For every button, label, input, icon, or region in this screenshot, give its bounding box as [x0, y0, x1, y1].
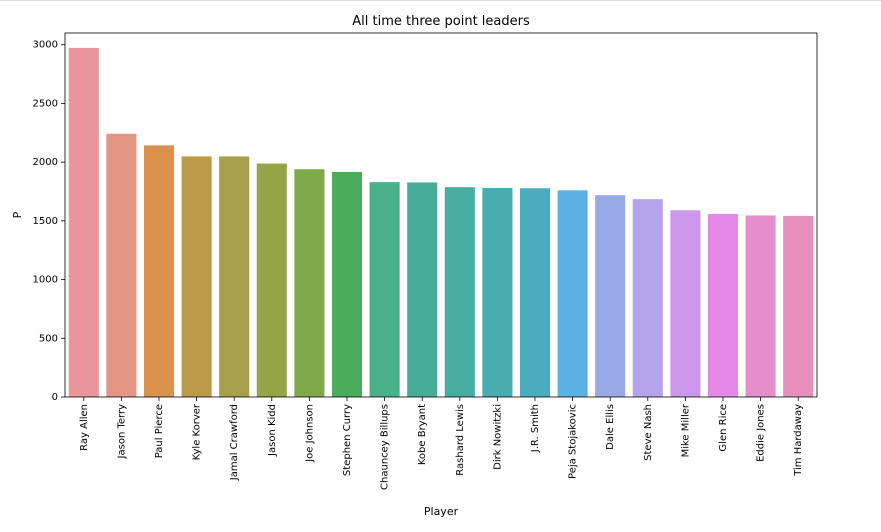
chart-title: All time three point leaders: [352, 14, 530, 29]
bar: [369, 182, 400, 397]
x-tick-label: Peja Stojakovic: [568, 404, 579, 479]
x-tick-label: Dale Ellis: [605, 404, 616, 450]
y-tick-label: 1000: [33, 275, 58, 286]
bar: [557, 190, 588, 397]
y-axis-label: P: [11, 211, 24, 218]
x-tick-label: Kobe Bryant: [417, 404, 428, 465]
bar: [294, 169, 325, 397]
bar: [256, 163, 287, 397]
x-tick-label: J.R. Smith: [530, 404, 541, 453]
y-tick-label: 1500: [33, 216, 58, 227]
y-tick-label: 3000: [33, 40, 58, 51]
bar: [181, 156, 212, 397]
top-divider: [0, 0, 881, 1]
bar: [670, 210, 701, 397]
bar: [595, 195, 626, 397]
bars-group: [68, 47, 814, 397]
x-tick-label: Paul Pierce: [154, 404, 165, 458]
y-axis: 0 500 1000 1500 2000 2500 3000: [33, 40, 65, 403]
bar: [783, 215, 814, 397]
x-axis-label: Player: [424, 505, 459, 518]
x-tick-label: Jamal Crawford: [229, 404, 240, 481]
bar: [143, 145, 175, 397]
x-tick-label: Chauncey Billups: [380, 404, 391, 490]
bar: [745, 215, 776, 397]
x-tick-label: Jason Kidd: [267, 404, 278, 457]
x-tick-label: Rashard Lewis: [455, 404, 466, 476]
bar: [707, 213, 739, 397]
bar: [331, 171, 363, 397]
x-tick-label: Glen Rice: [718, 404, 729, 452]
plot-frame: [64, 32, 818, 398]
x-axis: Ray Allen Jason Terry Paul Pierce Kyle Korv…: [79, 397, 804, 490]
y-tick-label: 500: [39, 333, 58, 344]
x-tick-label: Dirk Nowitzki: [492, 404, 503, 470]
x-tick-label: Stephen Curry: [342, 404, 353, 476]
bar: [407, 182, 438, 397]
bar: [219, 156, 250, 397]
x-tick-label: Steve Nash: [643, 404, 654, 461]
x-tick-label: Ray Allen: [79, 404, 90, 451]
bar: [444, 187, 475, 397]
bar: [68, 47, 99, 397]
x-tick-label: Joe Johnson: [304, 404, 315, 463]
x-tick-label: Mike Miller: [680, 403, 691, 457]
y-tick-label: 2000: [33, 157, 58, 168]
y-tick-label: 2500: [33, 98, 58, 109]
bar: [106, 133, 137, 397]
x-tick-label: Kyle Korver: [192, 403, 203, 460]
x-tick-label: Tim Hardaway: [793, 404, 804, 477]
y-tick-label: 0: [52, 392, 58, 403]
bar: [632, 199, 663, 397]
x-tick-label: Eddie Jones: [756, 404, 767, 462]
bar: [482, 187, 513, 397]
bar: [519, 188, 551, 397]
x-tick-label: Jason Terry: [116, 404, 127, 460]
